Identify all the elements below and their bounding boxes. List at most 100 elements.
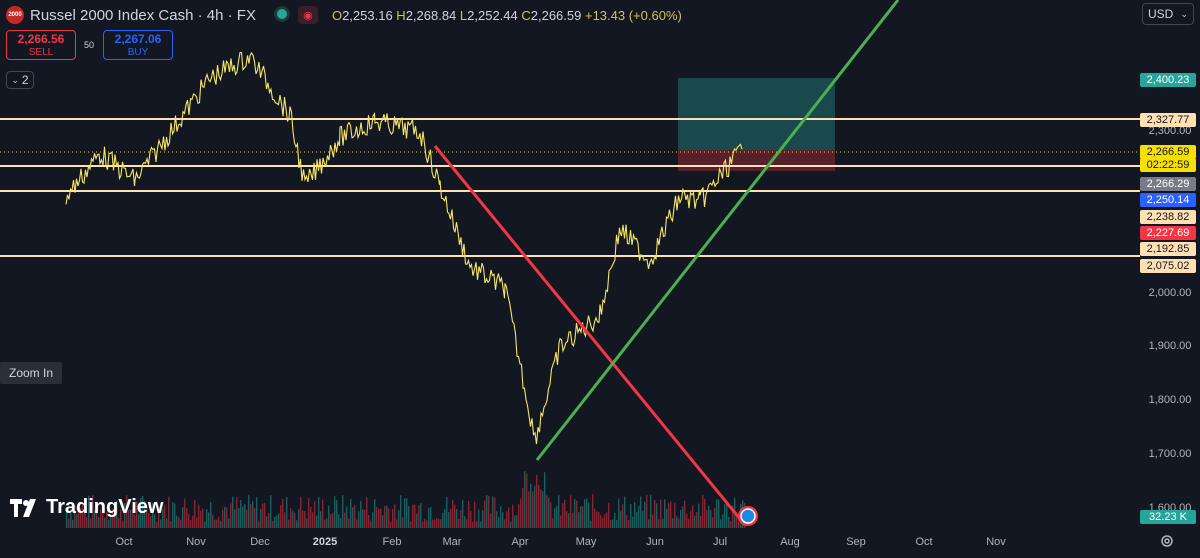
volume-bar [90, 518, 92, 528]
volume-bar [656, 503, 658, 528]
volume-bar [308, 498, 310, 528]
volume-bar [614, 512, 616, 528]
time-tick-label: Apr [511, 536, 529, 548]
time-axis[interactable] [0, 530, 1200, 558]
volume-bar [582, 506, 584, 528]
volume-bar [456, 509, 458, 528]
price-series-line[interactable] [65, 51, 743, 445]
volume-bar [626, 515, 628, 528]
volume-bar [254, 507, 256, 528]
volume-bar [316, 515, 318, 528]
volume-bar [74, 505, 76, 528]
volume-bar [238, 508, 240, 528]
symbol-title[interactable]: Russel 2000 Index Cash · 4h · FX [30, 6, 256, 24]
volume-bar [716, 499, 718, 528]
volume-bar [200, 510, 202, 528]
volume-bar [512, 504, 514, 528]
volume-bar [644, 501, 646, 528]
zoom-in-button[interactable]: Zoom In [0, 362, 62, 384]
volume-bar [586, 498, 588, 528]
volume-bar [78, 503, 80, 528]
volume-bar [364, 509, 366, 528]
time-tick-label: Jul [712, 536, 728, 548]
gear-icon[interactable] [1160, 534, 1174, 548]
time-tick-label: 2025 [312, 536, 338, 548]
volume-bar [690, 510, 692, 528]
downtrend-line[interactable] [433, 145, 747, 526]
uptrend-line[interactable] [535, 0, 900, 461]
time-tick-label: May [575, 536, 597, 548]
volume-bar [496, 511, 498, 528]
volume-bar [696, 512, 698, 528]
volume-bar [354, 504, 356, 528]
volume-bar [472, 521, 474, 528]
price-tag: 2,238.82 [1140, 210, 1196, 224]
volume-bar [146, 506, 148, 528]
volume-bar [562, 503, 564, 528]
volume-bar [636, 512, 638, 528]
volume-bar [98, 517, 100, 528]
volume-bar [612, 519, 614, 528]
close-value: 2,266.59 [530, 7, 582, 23]
volume-bar [504, 519, 506, 528]
volume-bar [402, 517, 404, 528]
volume-bar [138, 514, 140, 528]
volume-bar [682, 506, 684, 528]
volume-bar [212, 514, 214, 528]
volume-bar [226, 507, 228, 528]
volume-bar [218, 516, 220, 528]
volume-bar [100, 509, 102, 528]
eye-icon[interactable]: ◉ [297, 6, 318, 24]
volume-bar [668, 503, 670, 528]
volume-bar [160, 519, 162, 528]
volume-bar [424, 518, 426, 528]
volume-bar [152, 502, 154, 528]
volume-bar [282, 498, 284, 528]
volume-bar [462, 500, 464, 528]
volume-bar [304, 511, 306, 528]
target-zone[interactable] [678, 78, 835, 150]
chart-canvas[interactable] [0, 0, 1140, 530]
volume-bar [406, 498, 408, 528]
buy-button[interactable]: 2,267.06 BUY [103, 30, 173, 60]
volume-bar [522, 488, 524, 528]
volume-bar [196, 517, 198, 528]
volume-bar [550, 502, 552, 528]
chart-area[interactable] [0, 0, 1140, 530]
volume-bar [302, 510, 304, 528]
volume-bar [528, 491, 530, 528]
stop-zone[interactable] [678, 149, 835, 171]
volume-bar [84, 506, 86, 528]
volume-bar [158, 505, 160, 528]
volume-bar [286, 496, 288, 528]
volume-bar [458, 519, 460, 528]
indicators-toggle[interactable]: ⌄ 2 [6, 71, 34, 89]
currency-select[interactable]: USD ⌄ [1142, 3, 1194, 25]
volume-bar [600, 515, 602, 528]
volume-bar [544, 472, 546, 528]
volume-bar [294, 512, 296, 528]
tradingview-logo[interactable]: TradingView [10, 496, 163, 519]
volume-bar [540, 489, 542, 528]
volume-bar [632, 516, 634, 528]
volume-bar [520, 498, 522, 528]
volume-bar [434, 519, 436, 528]
volume-bar [374, 499, 376, 528]
volume-bar [182, 506, 184, 528]
volume-bar [572, 513, 574, 528]
volume-bar [124, 502, 126, 528]
volume-bar [104, 517, 106, 528]
volume-bar [432, 519, 434, 528]
volume-bar [534, 485, 536, 528]
volume-bar [606, 512, 608, 528]
price-tag: 02:22:59 [1140, 158, 1196, 172]
volume-bar [134, 514, 136, 528]
chart-header: 2000 Russel 2000 Index Cash · 4h · FX ◉ … [0, 0, 682, 30]
volume-bar [190, 520, 192, 528]
volume-bar [344, 512, 346, 528]
sell-button[interactable]: 2,266.56 SELL [6, 30, 76, 60]
tradingview-logo-icon [10, 498, 36, 517]
volume-bar [118, 518, 120, 528]
volume-bar [726, 503, 728, 528]
volume-bar [438, 518, 440, 528]
